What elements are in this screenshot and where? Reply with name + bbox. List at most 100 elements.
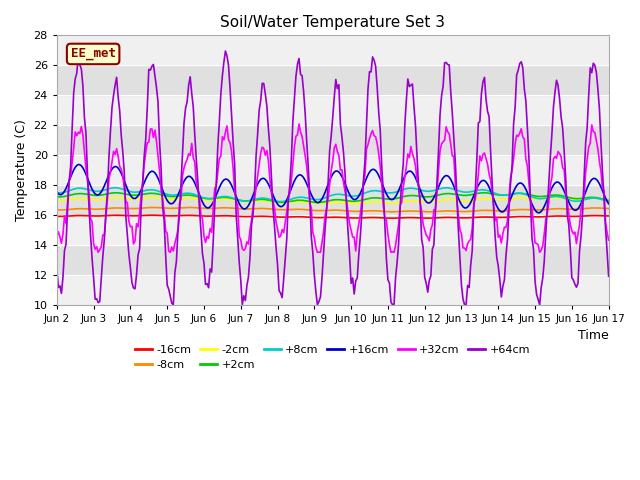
- +8cm: [605, 198, 612, 204]
- +32cm: [401, 175, 408, 180]
- Line: +8cm: +8cm: [57, 188, 609, 202]
- +32cm: [540, 231, 548, 237]
- +16cm: [399, 177, 407, 182]
- +2cm: [111, 190, 119, 196]
- -2cm: [148, 195, 156, 201]
- +64cm: [221, 48, 229, 54]
- +2cm: [605, 198, 612, 204]
- Bar: [57, 95, 609, 125]
- Line: +64cm: +64cm: [57, 51, 609, 305]
- +32cm: [68, 159, 76, 165]
- +64cm: [371, 57, 378, 63]
- -16cm: [68, 213, 76, 219]
- -8cm: [540, 207, 548, 213]
- +32cm: [53, 233, 61, 239]
- -8cm: [424, 209, 431, 215]
- +2cm: [68, 192, 76, 197]
- -8cm: [68, 206, 76, 212]
- +8cm: [388, 190, 396, 196]
- -2cm: [68, 196, 76, 202]
- +8cm: [111, 185, 119, 191]
- Bar: [57, 275, 609, 305]
- X-axis label: Time: Time: [578, 329, 609, 342]
- +64cm: [401, 123, 408, 129]
- Y-axis label: Temperature (C): Temperature (C): [15, 119, 28, 221]
- +32cm: [295, 121, 303, 127]
- +32cm: [157, 187, 165, 192]
- Line: +16cm: +16cm: [57, 165, 609, 213]
- -16cm: [148, 212, 156, 218]
- +32cm: [94, 250, 102, 255]
- +16cm: [534, 210, 542, 216]
- +8cm: [276, 199, 284, 204]
- +16cm: [74, 162, 82, 168]
- +64cm: [68, 125, 76, 131]
- +16cm: [53, 189, 61, 195]
- +8cm: [401, 186, 408, 192]
- -16cm: [605, 213, 612, 219]
- -2cm: [53, 198, 61, 204]
- -2cm: [605, 197, 612, 203]
- -16cm: [157, 213, 165, 218]
- Line: -16cm: -16cm: [57, 215, 609, 218]
- -16cm: [401, 215, 408, 221]
- +8cm: [157, 189, 165, 195]
- -16cm: [53, 214, 61, 219]
- +64cm: [605, 274, 612, 279]
- Bar: [57, 36, 609, 65]
- +2cm: [157, 192, 165, 198]
- +16cm: [605, 201, 612, 206]
- +8cm: [371, 188, 378, 193]
- +64cm: [540, 258, 548, 264]
- +64cm: [156, 139, 163, 144]
- Bar: [57, 215, 609, 245]
- +16cm: [387, 197, 395, 203]
- -8cm: [399, 208, 407, 214]
- +2cm: [314, 200, 321, 205]
- +16cm: [369, 167, 376, 172]
- -16cm: [388, 216, 396, 221]
- +8cm: [540, 195, 548, 201]
- +16cm: [157, 183, 165, 189]
- +2cm: [540, 193, 548, 199]
- +32cm: [388, 249, 396, 255]
- -8cm: [605, 205, 612, 211]
- Bar: [57, 65, 609, 95]
- +16cm: [68, 170, 76, 176]
- -8cm: [53, 207, 61, 213]
- Bar: [57, 125, 609, 155]
- -8cm: [156, 205, 163, 211]
- Bar: [57, 245, 609, 275]
- -2cm: [540, 196, 548, 202]
- -8cm: [369, 208, 376, 214]
- -2cm: [401, 199, 408, 204]
- -8cm: [387, 209, 395, 215]
- Title: Soil/Water Temperature Set 3: Soil/Water Temperature Set 3: [220, 15, 445, 30]
- +64cm: [170, 302, 177, 308]
- +2cm: [388, 196, 396, 202]
- +2cm: [53, 194, 61, 200]
- Bar: [57, 155, 609, 185]
- -2cm: [350, 201, 358, 206]
- +8cm: [53, 190, 61, 196]
- +64cm: [53, 266, 61, 272]
- +2cm: [401, 193, 408, 199]
- +16cm: [540, 204, 548, 209]
- Line: -2cm: -2cm: [57, 198, 609, 204]
- Line: +2cm: +2cm: [57, 193, 609, 203]
- +32cm: [371, 133, 378, 139]
- +32cm: [605, 237, 612, 243]
- Line: +32cm: +32cm: [57, 124, 609, 252]
- -16cm: [369, 215, 376, 220]
- -8cm: [185, 204, 193, 210]
- Legend: -16cm, -8cm, -2cm, +2cm, +8cm, +16cm, +32cm, +64cm: -16cm, -8cm, -2cm, +2cm, +8cm, +16cm, +3…: [131, 340, 534, 374]
- Line: -8cm: -8cm: [57, 207, 609, 212]
- -2cm: [388, 200, 396, 206]
- -2cm: [157, 196, 165, 202]
- -16cm: [387, 216, 395, 221]
- -2cm: [371, 199, 378, 205]
- -16cm: [540, 214, 548, 219]
- +8cm: [68, 187, 76, 192]
- Text: EE_met: EE_met: [70, 48, 116, 60]
- Bar: [57, 185, 609, 215]
